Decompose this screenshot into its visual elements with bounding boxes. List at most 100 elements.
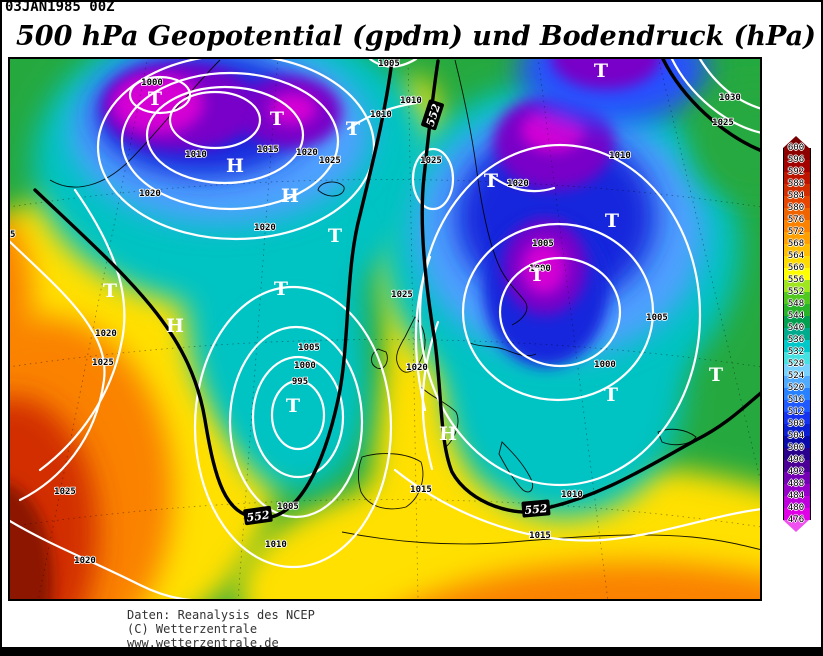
isobars: [8, 57, 762, 601]
low-center-marker: T: [286, 395, 300, 417]
legend-color-band: [783, 364, 811, 376]
legend-tick-value: 576: [787, 215, 805, 225]
legend-color-band: [783, 220, 811, 232]
low-center-marker: T: [605, 210, 619, 232]
isobar-label: 1020: [507, 179, 529, 189]
label-text: 552: [524, 502, 548, 517]
legend-tick-value: 568: [787, 239, 805, 249]
isobar-label: 1015: [257, 145, 279, 155]
low-center-marker: T: [274, 278, 288, 300]
isobar-label: 1025: [54, 487, 76, 497]
legend-color-band: [783, 184, 811, 196]
geopotential-contour-label: 552: [521, 499, 551, 518]
legend-tick-value: 540: [787, 323, 805, 333]
legend-tick-value: 524: [787, 371, 805, 381]
legend-color-band: [783, 172, 811, 184]
high-center-marker: H: [166, 315, 184, 337]
isobar-label: 1010: [400, 96, 422, 106]
legend-tick-value: 504: [787, 431, 805, 441]
isobar-label: 1020: [95, 329, 117, 339]
isobar-label: 1020: [139, 189, 161, 199]
coastlines: [49, 59, 762, 551]
isobar-label: 1000: [294, 361, 316, 371]
credit-line-copyright: (C) Wetterzentrale: [127, 622, 258, 636]
legend-tick-value: 520: [787, 383, 805, 393]
bottom-frame-bar: [2, 647, 821, 654]
map-layers: 1000101010151020102510201020251020102510…: [8, 57, 762, 601]
legend-color-band: [783, 484, 811, 496]
legend-color-band: [783, 472, 811, 484]
legend-tick-value: 528: [787, 359, 805, 369]
isobar-label: 1025: [92, 358, 114, 368]
legend-tick-value: 564: [787, 251, 805, 261]
isobar-label: 1000: [529, 264, 551, 274]
legend-tick-value: 544: [787, 311, 805, 321]
legend-tick-value: 488: [787, 479, 805, 489]
legend-tick-value: 592: [787, 167, 805, 177]
isobar-label: 1000: [141, 78, 163, 88]
isobar-label: 1025: [712, 118, 734, 128]
geopotential-contour-label: 552: [421, 99, 444, 131]
low-center-marker: T: [346, 118, 360, 140]
isobar-labels: 1000101010151020102510201020251020102510…: [8, 58, 742, 567]
high-center-marker: H: [281, 185, 299, 207]
legend-tick-value: 496: [787, 455, 805, 465]
legend-tick-value: 556: [787, 275, 805, 285]
low-center-marker: T: [148, 88, 162, 110]
legend-tick-value: 600: [787, 143, 805, 153]
legend-tick-value: 596: [787, 155, 805, 165]
geopotential-fill-warm: [8, 77, 762, 601]
isobar-label: 1005: [646, 313, 668, 323]
legend-color-band: [783, 304, 811, 316]
legend-color-band: [783, 316, 811, 328]
legend-arrow-up: [783, 136, 809, 148]
legend-color-band: [783, 496, 811, 508]
isobar-label: 1025: [319, 156, 341, 166]
legend-color-band: [783, 196, 811, 208]
legend-tick-value: 516: [787, 395, 805, 405]
isobar-label: 1005: [532, 239, 554, 249]
legend-arrow-down: [783, 520, 809, 532]
geopotential-contour-label: 552: [243, 505, 273, 526]
isobar-label: 1010: [265, 540, 287, 550]
weather-map: 1000101010151020102510201020251020102510…: [8, 57, 762, 601]
isobar-label: 1025: [420, 156, 442, 166]
legend-color-band: [783, 328, 811, 340]
pressure-centers: T T T H H T T T H T H T T T T T T: [103, 60, 723, 445]
isobar-label: 1010: [609, 151, 631, 161]
legend-color-band: [783, 448, 811, 460]
legend-tick-value: 584: [787, 191, 805, 201]
legend-color-band: [783, 244, 811, 256]
legend-tick-value: 532: [787, 347, 805, 357]
label-pill: [521, 499, 551, 518]
legend-tick-value: 508: [787, 419, 805, 429]
legend-color-band: [783, 160, 811, 172]
legend-color-band: [783, 508, 811, 520]
credit-line-data-source: Daten: Reanalysis des NCEP: [127, 608, 315, 622]
label-pill: [421, 99, 444, 131]
legend-color-band: [783, 268, 811, 280]
isobar-label: 1020: [254, 223, 276, 233]
page-title: 500 hPa Geopotential (gpdm) und Bodendru…: [16, 21, 816, 52]
legend-color-band: [783, 436, 811, 448]
low-center-marker: T: [709, 364, 723, 386]
isobar-label: 1010: [185, 150, 207, 160]
isobar-label: 1020: [296, 148, 318, 158]
legend-tick-value: 480: [787, 503, 805, 513]
isobar-label: 1025: [391, 290, 413, 300]
isobar-label: 1005: [298, 343, 320, 353]
legend-color-band: [783, 376, 811, 388]
legend-color-band: [783, 232, 811, 244]
map-canvas: 1000101010151020102510201020251020102510…: [8, 57, 762, 601]
legend-tick-value: 476: [787, 515, 805, 525]
isobar-label: 1000: [594, 360, 616, 370]
legend-tick-value: 548: [787, 299, 805, 309]
legend-tick-value: 588: [787, 179, 805, 189]
legend-color-band: [783, 460, 811, 472]
isobar-label: 1015: [410, 485, 432, 495]
legend-color-band: [783, 412, 811, 424]
legend-color-band: [783, 400, 811, 412]
isobar-label: 1020: [74, 556, 96, 566]
legend-tick-value: 580: [787, 203, 805, 213]
